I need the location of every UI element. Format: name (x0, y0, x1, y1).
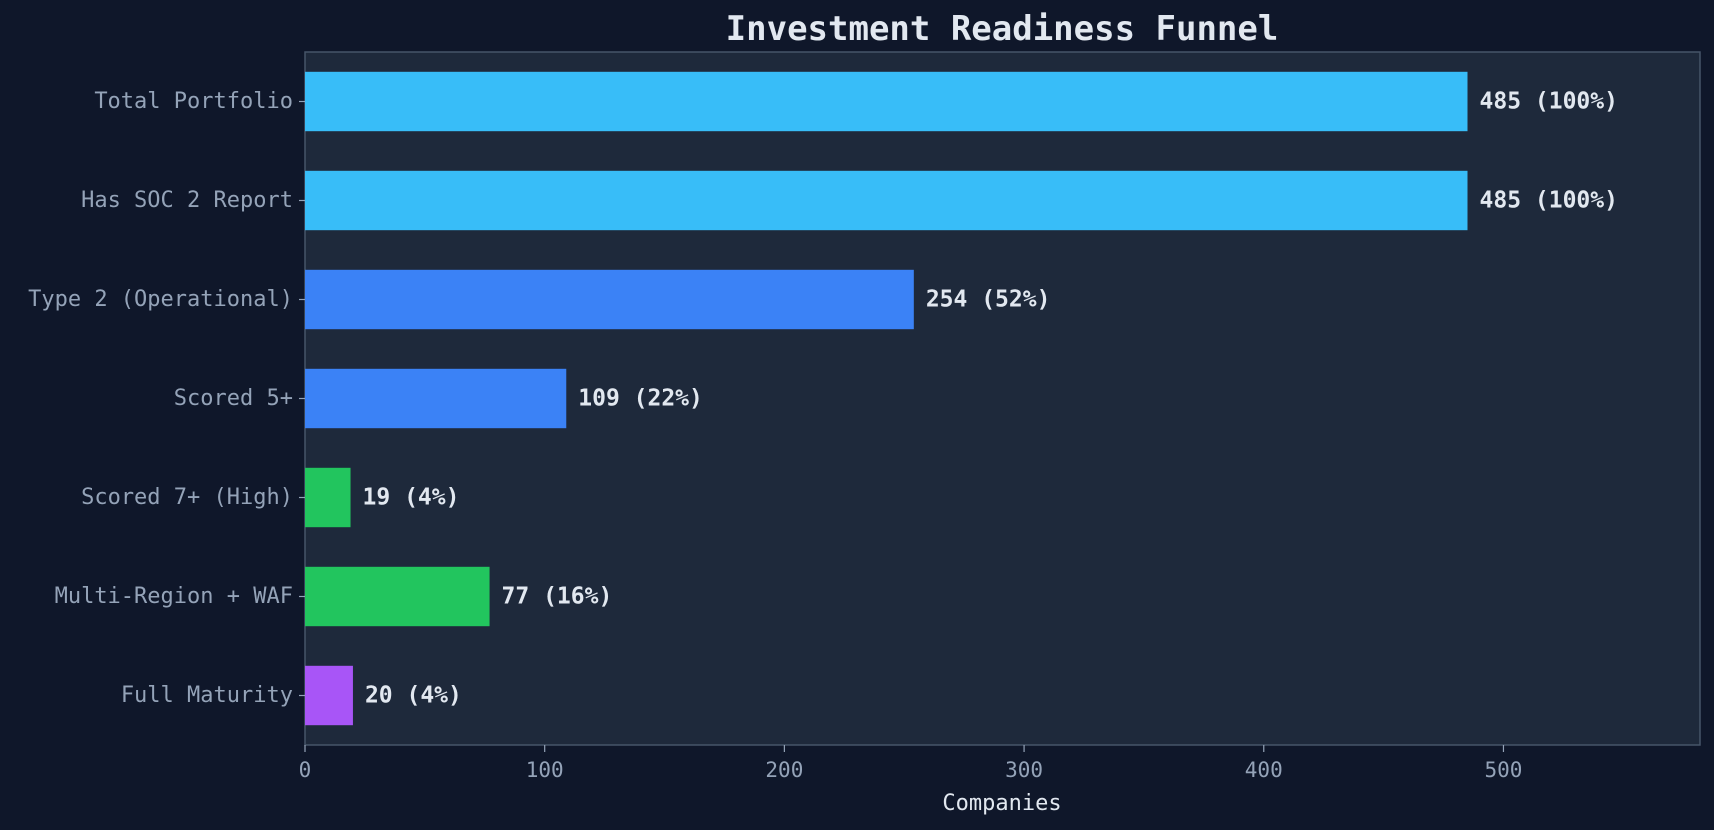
x-tick-label-2: 200 (765, 758, 803, 782)
data-label-1: 485 (100%) (1480, 188, 1618, 214)
bar-5 (305, 566, 490, 627)
data-label-2: 254 (52%) (926, 287, 1051, 313)
bars-group (305, 71, 1468, 726)
x-tick-label-3: 300 (1005, 758, 1043, 782)
data-label-3: 109 (22%) (578, 386, 703, 412)
data-label-4: 19 (4%) (363, 485, 460, 511)
category-label-5: Multi-Region + WAF (55, 584, 293, 609)
bar-1 (305, 170, 1468, 231)
category-label-1: Has SOC 2 Report (81, 188, 293, 213)
bar-2 (305, 269, 914, 330)
data-label-0: 485 (100%) (1480, 89, 1618, 115)
bar-6 (305, 665, 353, 726)
bar-0 (305, 71, 1468, 132)
chart-title: Investment Readiness Funnel (726, 9, 1279, 49)
category-label-0: Total Portfolio (94, 89, 293, 114)
category-label-6: Full Maturity (121, 683, 293, 708)
category-label-3: Scored 5+ (174, 386, 293, 411)
x-tick-label-5: 500 (1484, 758, 1522, 782)
x-axis-title: Companies (942, 791, 1061, 816)
data-label-6: 20 (4%) (365, 683, 462, 709)
x-tick-label-0: 0 (299, 758, 312, 782)
category-labels: Total Portfolio Has SOC 2 Report Type 2 (O… (28, 89, 305, 708)
x-axis: 0 100 200 300 400 500 (299, 745, 1522, 782)
bar-3 (305, 368, 567, 429)
x-tick-label-4: 400 (1245, 758, 1283, 782)
category-label-4: Scored 7+ (High) (81, 485, 293, 510)
data-labels: 485 (100%) 485 (100%) 254 (52%) 109 (22%) 19… (363, 89, 1618, 709)
x-tick-label-1: 100 (526, 758, 564, 782)
data-label-5: 77 (16%) (502, 584, 613, 610)
category-label-2: Type 2 (Operational) (28, 287, 293, 312)
bar-4 (305, 467, 351, 528)
